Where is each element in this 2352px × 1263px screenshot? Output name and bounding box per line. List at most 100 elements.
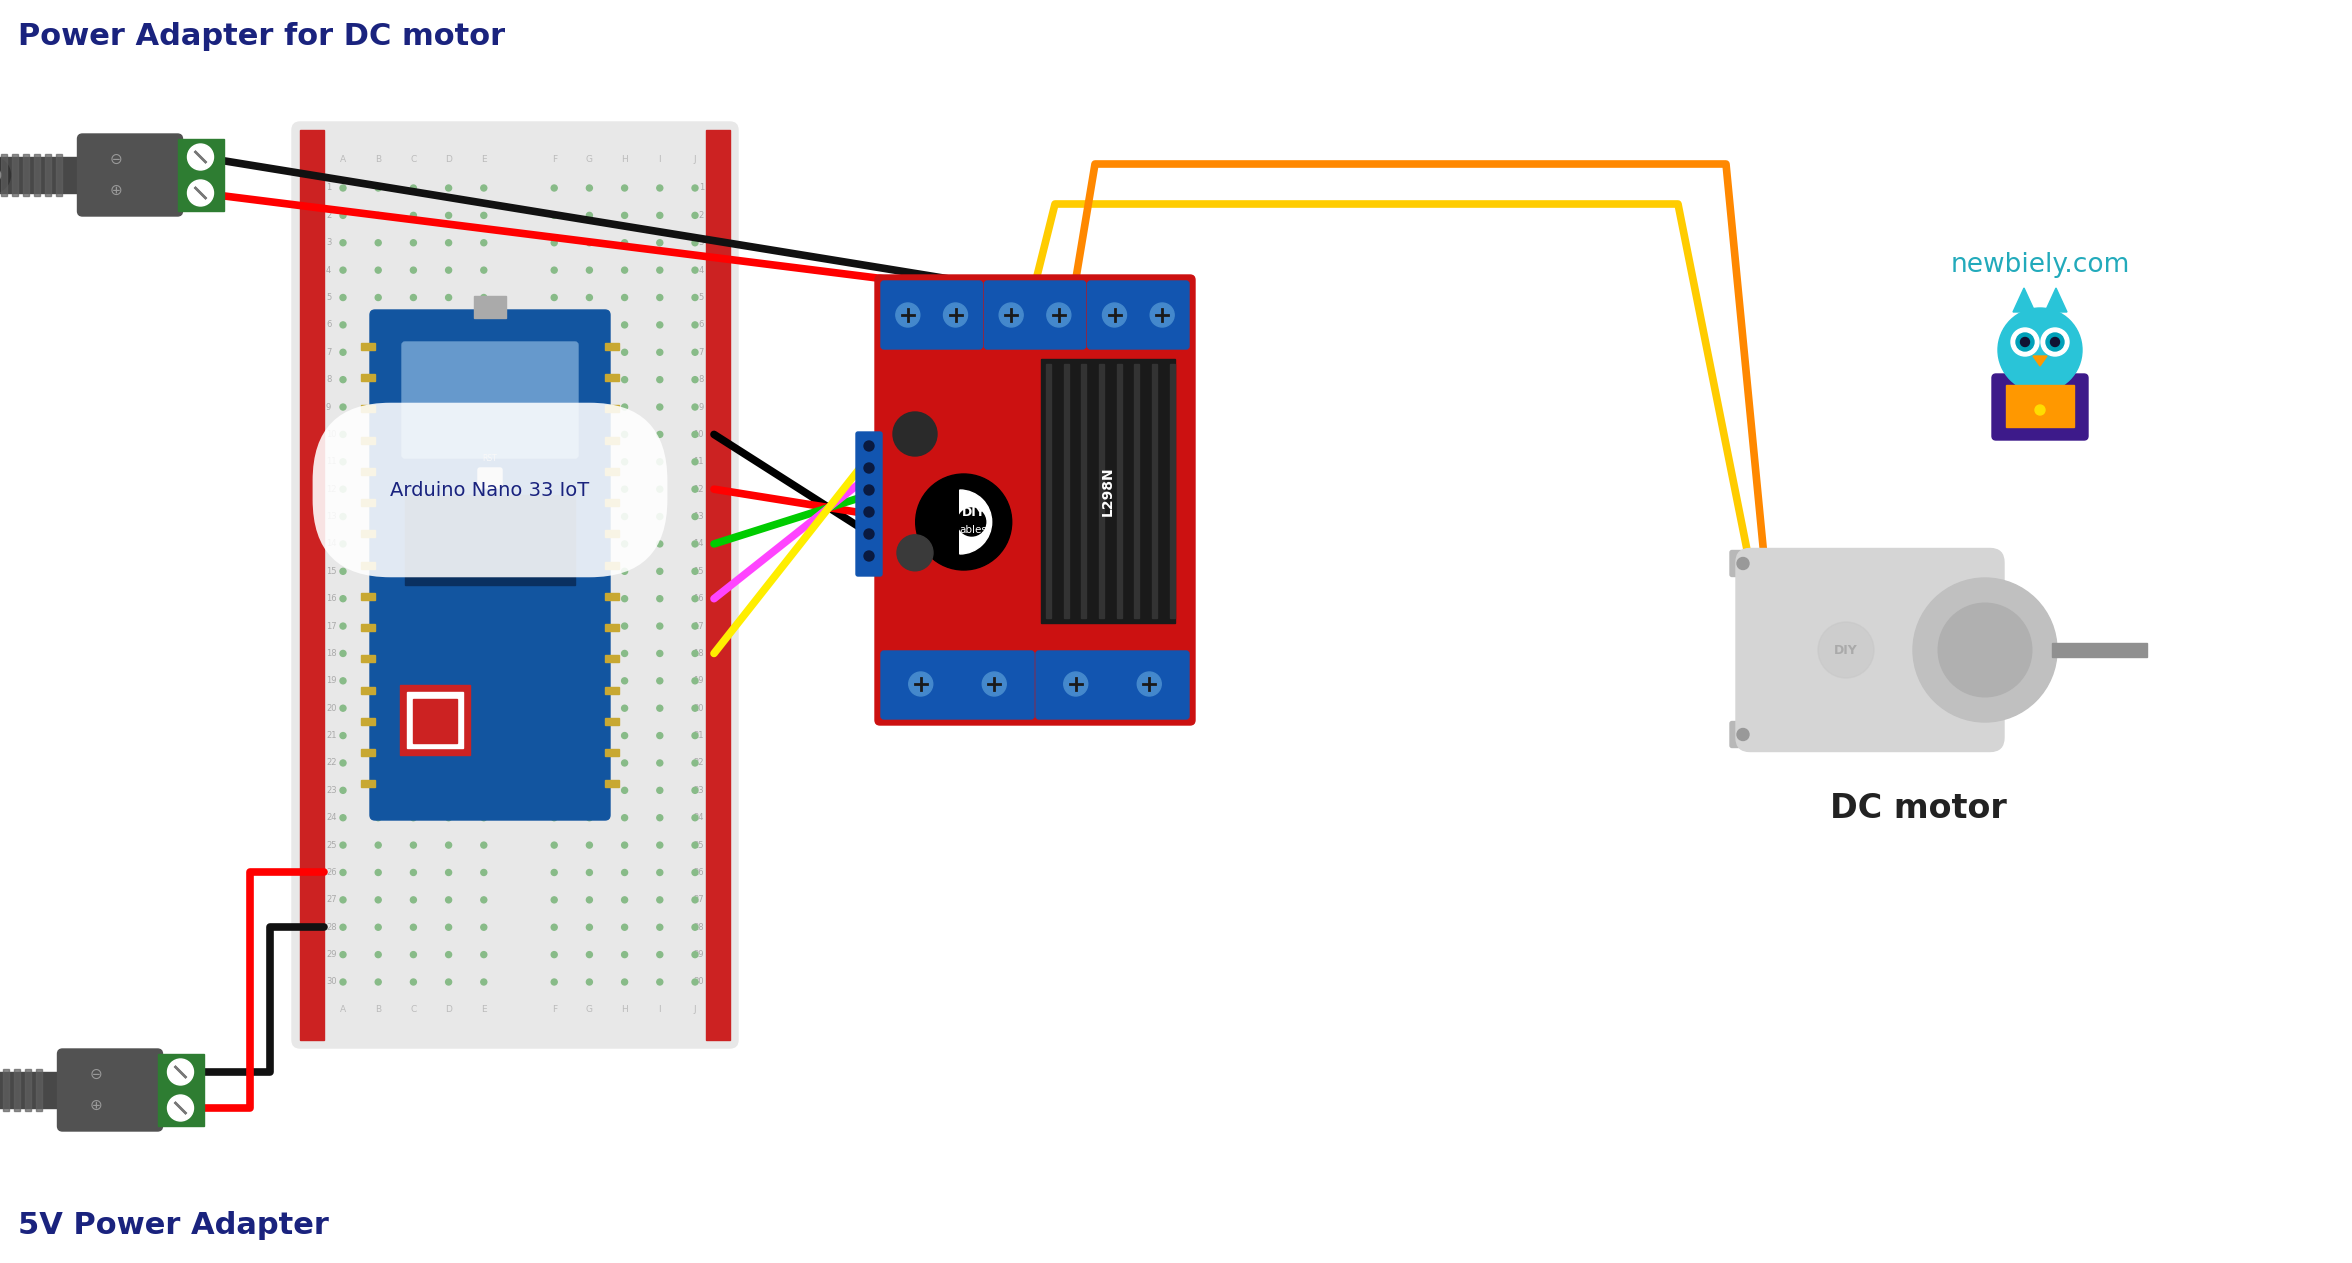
Circle shape (894, 412, 936, 456)
Circle shape (550, 951, 557, 957)
Circle shape (409, 486, 416, 493)
Circle shape (691, 322, 699, 328)
Text: 6: 6 (699, 321, 703, 330)
Polygon shape (2032, 356, 2046, 366)
Circle shape (550, 568, 557, 575)
Circle shape (621, 925, 628, 931)
Bar (0, 157, 82, 193)
Circle shape (480, 294, 487, 301)
Text: 6: 6 (327, 321, 332, 330)
Circle shape (691, 596, 699, 601)
Circle shape (167, 1095, 193, 1122)
Circle shape (586, 184, 593, 191)
Circle shape (656, 350, 663, 355)
Circle shape (691, 760, 699, 765)
Circle shape (550, 733, 557, 739)
Circle shape (341, 404, 346, 410)
Bar (604, 655, 619, 662)
Text: 26: 26 (694, 868, 703, 877)
Circle shape (957, 508, 985, 536)
Circle shape (656, 294, 663, 301)
Text: 3: 3 (699, 239, 703, 248)
Text: ables: ables (960, 525, 988, 536)
Text: 4: 4 (699, 265, 703, 274)
Bar (360, 437, 374, 443)
Circle shape (480, 432, 487, 437)
Circle shape (550, 268, 557, 273)
Bar (24, 154, 28, 196)
Text: D: D (445, 1005, 452, 1014)
Circle shape (656, 623, 663, 629)
Circle shape (341, 184, 346, 191)
Circle shape (341, 842, 346, 847)
Circle shape (550, 240, 557, 246)
Text: 27: 27 (327, 895, 336, 904)
Text: ⊕: ⊕ (111, 183, 122, 198)
FancyBboxPatch shape (882, 280, 983, 349)
FancyBboxPatch shape (1731, 721, 1757, 748)
Circle shape (480, 350, 487, 355)
Circle shape (1103, 303, 1127, 327)
Bar (604, 374, 619, 381)
Circle shape (908, 672, 934, 696)
Circle shape (409, 733, 416, 739)
Text: C: C (409, 155, 416, 164)
Bar (360, 467, 374, 475)
Circle shape (480, 376, 487, 383)
Circle shape (943, 303, 967, 327)
Circle shape (550, 350, 557, 355)
Circle shape (656, 979, 663, 985)
Circle shape (656, 322, 663, 328)
Text: 14: 14 (694, 539, 703, 548)
Circle shape (550, 294, 557, 301)
Text: 2: 2 (699, 211, 703, 220)
Circle shape (656, 897, 663, 903)
Circle shape (409, 268, 416, 273)
Text: 28: 28 (694, 923, 703, 932)
Circle shape (621, 212, 628, 218)
Bar (414, 698, 456, 743)
Circle shape (691, 514, 699, 519)
Bar (604, 749, 619, 757)
Circle shape (445, 568, 452, 575)
Circle shape (1997, 308, 2082, 392)
Circle shape (1047, 303, 1070, 327)
Text: 8: 8 (327, 375, 332, 384)
Circle shape (376, 596, 381, 601)
Circle shape (550, 678, 557, 683)
Circle shape (341, 925, 346, 931)
Circle shape (550, 541, 557, 547)
Text: 10: 10 (327, 429, 336, 440)
Circle shape (550, 514, 557, 519)
Circle shape (341, 376, 346, 383)
Circle shape (445, 376, 452, 383)
Circle shape (445, 842, 452, 847)
Text: E: E (482, 155, 487, 164)
Circle shape (445, 240, 452, 246)
Circle shape (2051, 337, 2060, 346)
Circle shape (691, 294, 699, 301)
Circle shape (409, 212, 416, 218)
FancyBboxPatch shape (1992, 374, 2089, 440)
Text: J: J (694, 1005, 696, 1014)
Circle shape (863, 529, 875, 539)
Circle shape (550, 458, 557, 465)
Bar (360, 342, 374, 350)
Circle shape (621, 815, 628, 821)
Circle shape (656, 404, 663, 410)
Circle shape (341, 650, 346, 657)
Circle shape (445, 925, 452, 931)
Circle shape (691, 623, 699, 629)
Text: 9: 9 (327, 403, 332, 412)
Circle shape (621, 486, 628, 493)
Circle shape (480, 322, 487, 328)
Circle shape (341, 979, 346, 985)
Circle shape (586, 240, 593, 246)
Bar (1169, 364, 1174, 618)
Circle shape (586, 787, 593, 793)
Circle shape (376, 897, 381, 903)
Circle shape (376, 268, 381, 273)
Circle shape (376, 760, 381, 765)
Text: ⊖: ⊖ (89, 1067, 101, 1081)
Bar (604, 624, 619, 632)
